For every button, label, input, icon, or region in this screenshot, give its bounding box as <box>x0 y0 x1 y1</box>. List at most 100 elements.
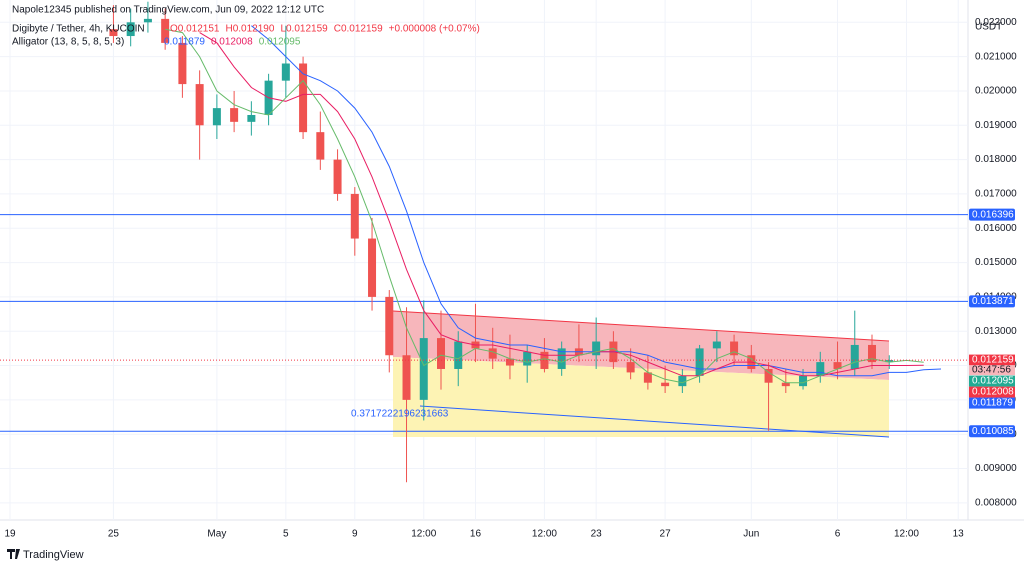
candle-body <box>885 360 894 363</box>
y-tick-label: 0.013000 <box>975 326 1017 337</box>
plot <box>0 1 968 483</box>
indicator-line <box>165 28 924 384</box>
ohlc-header: O0.012151 H0.012190 L0.012159 C0.012159 +0.0… <box>170 24 480 35</box>
brand-logo <box>7 549 20 559</box>
x-tick-label: 12:00 <box>894 529 919 540</box>
candle-body <box>661 382 670 387</box>
candle-body <box>316 132 325 160</box>
symbol: Digibyte / Tether, 4h, KUCOIN <box>12 24 145 35</box>
candle-body <box>730 341 739 356</box>
y-tick-label: 0.009000 <box>975 463 1017 474</box>
price-axis: 0.0080000.0090000.0100000.0110000.012000… <box>969 17 1017 508</box>
candle-body <box>402 355 411 400</box>
candle-body <box>333 159 342 194</box>
price-marker: 0.012095 <box>972 376 1014 387</box>
level-label-box <box>969 425 1015 438</box>
y-tick-label: 0.015000 <box>975 257 1017 268</box>
indicator-value: 0.012095 <box>259 37 301 48</box>
candle-body <box>161 18 170 43</box>
level-label: 0.016396 <box>972 209 1014 220</box>
candle-body <box>540 351 549 369</box>
chart-title: Napole12345 published on TradingView.com… <box>12 5 324 16</box>
x-tick-label: 27 <box>660 529 672 540</box>
level-label: 0.013871 <box>972 296 1014 307</box>
candle-body <box>126 22 135 37</box>
x-tick-label: 5 <box>283 529 289 540</box>
candle-body <box>195 84 204 126</box>
candle-body <box>592 341 601 356</box>
ohlc-value: L0.012159 <box>280 24 328 35</box>
y-tick-label: 0.008000 <box>975 497 1017 508</box>
candle-body <box>385 296 394 356</box>
x-tick-label: 9 <box>352 529 358 540</box>
candle-body <box>678 375 687 387</box>
ohlc-value: H0.012190 <box>226 24 275 35</box>
countdown: 03:47:56 <box>972 365 1011 376</box>
candle-body <box>488 348 497 359</box>
candle-body <box>868 344 876 363</box>
y-tick-label: 0.017000 <box>975 189 1017 200</box>
indicator-line <box>199 32 924 377</box>
candle-body <box>523 351 532 366</box>
candle-body <box>368 238 377 297</box>
y-tick-label: 0.016000 <box>975 223 1017 234</box>
candle-body <box>454 341 463 369</box>
candle-body <box>230 108 239 122</box>
y-tick-label: 0.018000 <box>975 154 1017 165</box>
price-marker: 0.012008 <box>972 387 1014 398</box>
x-tick-label: Jun <box>743 529 759 540</box>
price-marker: 0.012159 <box>972 355 1014 366</box>
x-tick-label: 13 <box>953 529 965 540</box>
candle-body <box>299 63 308 133</box>
x-tick-label: 6 <box>835 529 841 540</box>
channel-bottom-line <box>419 405 890 438</box>
brand: TradingView <box>23 549 84 561</box>
candle-body <box>626 362 635 373</box>
candle-body <box>505 358 514 366</box>
price-marker-box <box>969 375 1015 387</box>
x-tick-label: 16 <box>470 529 482 540</box>
candle-body <box>643 372 652 383</box>
candle-body <box>419 338 428 400</box>
y-tick-label: 0.019000 <box>975 120 1017 131</box>
candle-body <box>437 338 445 369</box>
x-tick-label: May <box>207 529 226 540</box>
levels <box>0 214 968 432</box>
candle-body <box>781 382 790 387</box>
candle-body <box>247 114 256 122</box>
x-tick-label: 12:00 <box>532 529 557 540</box>
ohlc-value: O0.012151 <box>170 24 220 35</box>
indicator-label: Alligator (13, 8, 5, 8, 5, 3) <box>12 37 124 48</box>
candle-body <box>143 18 152 23</box>
y-tick-label: 0.022000 <box>975 17 1017 28</box>
indicator-value: 0.012008 <box>211 37 253 48</box>
candle-body <box>799 375 808 387</box>
level-label-box <box>969 208 1015 221</box>
x-tick-label: 23 <box>591 529 603 540</box>
candle-body <box>557 348 566 369</box>
price-marker: 0.011879 <box>972 398 1013 409</box>
indicator-value: 0.011879 <box>164 37 205 48</box>
candle-body <box>764 368 773 383</box>
candle-body <box>695 348 704 376</box>
indicator-values: 0.011879 0.012008 0.012095 <box>164 37 301 48</box>
currency: USDT <box>975 22 1002 33</box>
countdown-box <box>969 365 1015 376</box>
ohlc-value: +0.000008 (+0.07%) <box>389 24 480 35</box>
candle-body <box>850 344 859 369</box>
price-marker-box <box>969 397 1015 409</box>
channel-label: 0.3717222196231663 <box>351 409 449 420</box>
price-marker-box <box>969 354 1015 366</box>
candle-body <box>712 341 721 349</box>
candle-body <box>833 362 842 369</box>
ohlc-value: C0.012159 <box>334 24 383 35</box>
y-tick-label: 0.021000 <box>975 51 1017 62</box>
x-tick-label: 12:00 <box>411 529 436 540</box>
x-tick-label: 19 <box>4 529 16 540</box>
candle-body <box>350 193 359 239</box>
x-tick-label: 25 <box>108 529 120 540</box>
y-tick-label: 0.020000 <box>975 86 1017 97</box>
candle-body <box>281 63 290 81</box>
